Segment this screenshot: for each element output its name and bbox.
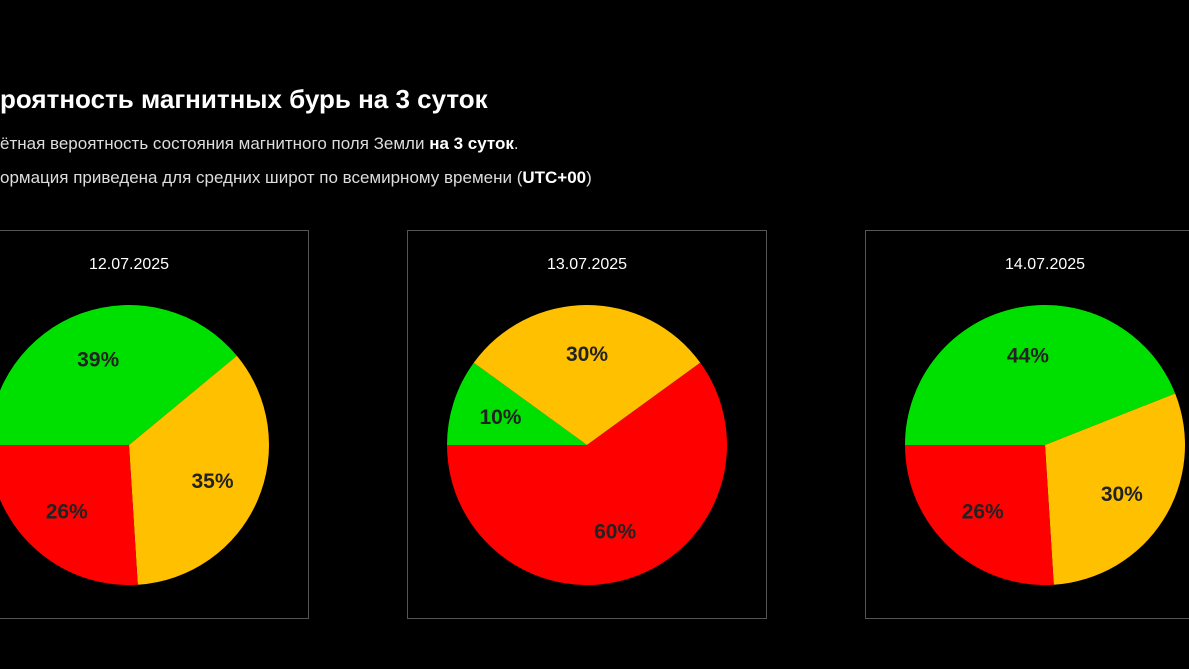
pie-slice <box>905 445 1054 585</box>
text: ётная вероятность состояния магнитного п… <box>0 134 430 153</box>
chart-title: 14.07.2025 <box>1005 256 1085 273</box>
page-title: роятность магнитных бурь на 3 суток <box>0 84 488 114</box>
text: ормация приведена для средних широт по в… <box>0 168 523 187</box>
text: UTC+00 <box>522 168 587 187</box>
slice-label: 44% <box>1007 345 1049 368</box>
pie-slice <box>447 362 728 585</box>
chart-title: 12.07.2025 <box>89 256 169 273</box>
pie-slice <box>905 305 1176 445</box>
chart-title: 13.07.2025 <box>547 256 627 273</box>
slice-label: 10% <box>479 406 521 429</box>
slice-label: 26% <box>46 500 88 523</box>
slice-label: 35% <box>192 470 234 493</box>
slice-label: 60% <box>594 521 636 544</box>
subtitle: ормация приведена для средних широт по в… <box>0 168 592 188</box>
pie-slice <box>447 362 587 445</box>
slice-label: 30% <box>566 343 608 366</box>
slice-label: 26% <box>962 500 1004 523</box>
subtitle: ётная вероятность состояния магнитного п… <box>0 134 519 154</box>
text: ) <box>586 168 592 187</box>
pie-slice <box>0 305 237 445</box>
pie-slice <box>129 355 269 585</box>
pie-slice <box>1045 393 1185 585</box>
slice-label: 30% <box>1101 483 1143 506</box>
slice-label: 39% <box>77 348 119 371</box>
pie-slice <box>0 445 138 585</box>
text: . <box>513 134 519 153</box>
pie-slice <box>473 304 701 445</box>
text: на 3 суток <box>429 134 514 153</box>
